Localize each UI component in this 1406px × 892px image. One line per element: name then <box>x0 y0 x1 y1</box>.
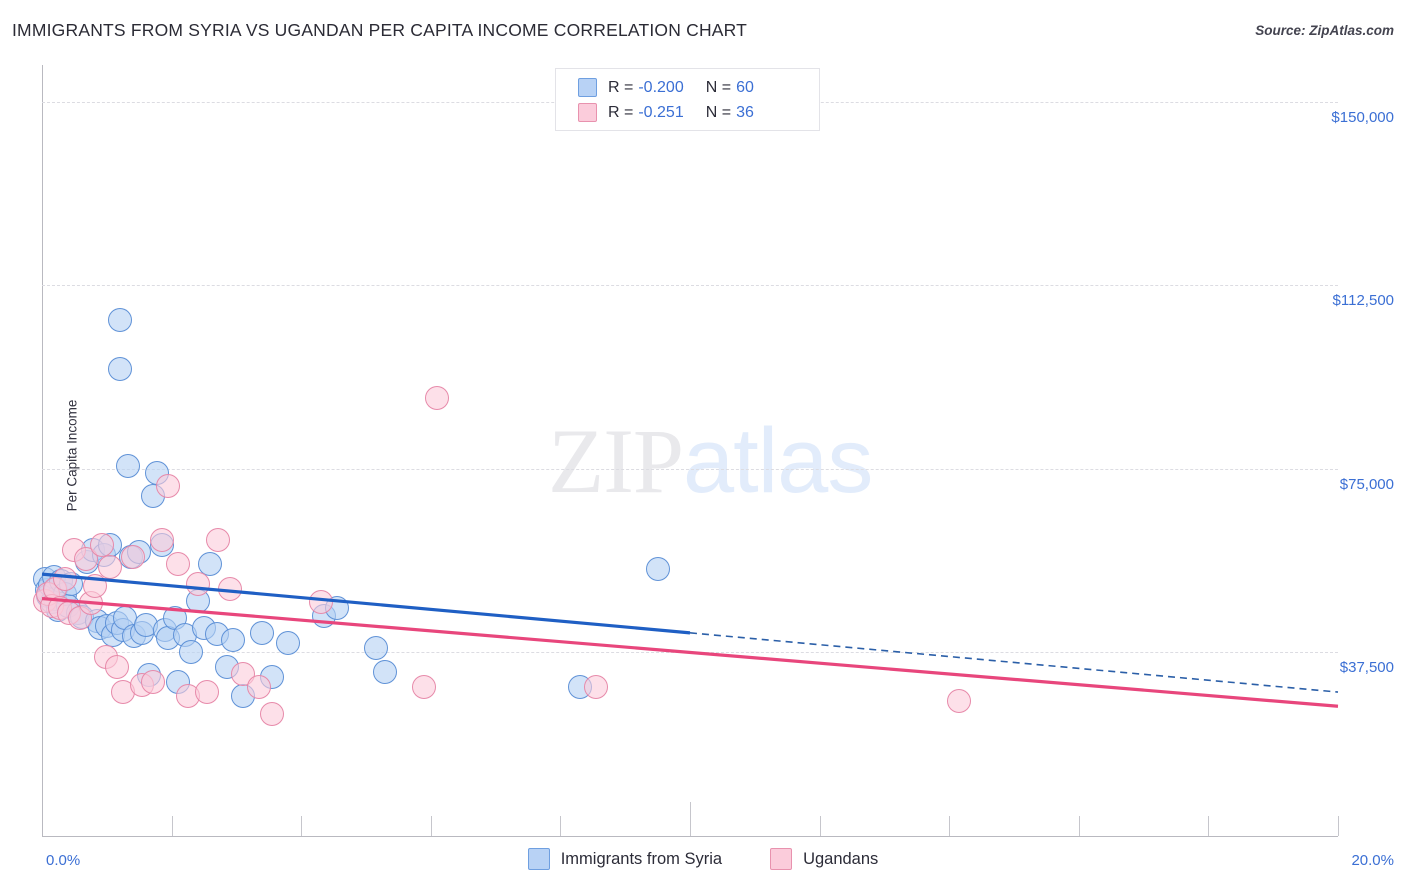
y-axis-line <box>42 65 43 837</box>
x-axis-tick <box>1078 816 1080 836</box>
data-point-ugandans[interactable] <box>260 701 285 726</box>
data-point-ugandans[interactable] <box>217 576 242 601</box>
x-axis-tick <box>949 816 951 836</box>
page-title: IMMIGRANTS FROM SYRIA VS UGANDAN PER CAP… <box>12 20 748 40</box>
data-point-ugandans[interactable] <box>104 655 129 680</box>
data-point-immigrants-from-syria[interactable] <box>373 660 398 684</box>
data-point-immigrants-from-syria[interactable] <box>107 307 132 332</box>
data-point-ugandans[interactable] <box>156 473 181 498</box>
data-point-immigrants-from-syria[interactable] <box>363 635 388 660</box>
x-axis-tick <box>819 816 821 836</box>
data-point-ugandans[interactable] <box>83 574 108 599</box>
legend-label-immigrants-from-syria: Immigrants from Syria <box>560 849 723 868</box>
data-point-ugandans[interactable] <box>308 590 333 614</box>
data-point-ugandans[interactable] <box>141 669 166 694</box>
y-axis-tick-label: $37,500 <box>1339 659 1394 677</box>
data-point-ugandans[interactable] <box>425 385 450 410</box>
legend-swatch-pink-icon <box>770 848 793 870</box>
stats-row-pink: R = -0.251 N = 36 <box>556 100 819 125</box>
stats-n-label-pink: N = <box>705 103 732 121</box>
data-point-ugandans[interactable] <box>412 674 437 699</box>
data-point-ugandans[interactable] <box>247 674 272 699</box>
y-axis-tick-label: $150,000 <box>1331 108 1394 126</box>
x-axis-line <box>42 836 1338 837</box>
stats-n-value-pink: 36 <box>736 103 754 121</box>
x-axis-tick <box>430 816 432 836</box>
stats-r-label-pink: R = <box>608 103 634 121</box>
data-point-ugandans[interactable] <box>206 527 231 552</box>
x-axis-tick <box>1208 816 1210 836</box>
plot-area <box>33 65 1337 835</box>
data-point-immigrants-from-syria[interactable] <box>645 557 670 582</box>
y-axis-tick-label: $75,000 <box>1339 475 1394 493</box>
legend-item-ugandans[interactable]: Ugandans <box>770 848 878 870</box>
data-point-immigrants-from-syria[interactable] <box>107 356 132 381</box>
data-point-ugandans[interactable] <box>185 571 210 596</box>
pink-swatch-icon <box>578 103 597 122</box>
data-point-ugandans[interactable] <box>74 547 99 572</box>
blue-swatch-icon <box>578 78 597 97</box>
stats-legend: R = -0.200 N = 60 R = -0.251 N = 36 <box>555 68 820 131</box>
source-label: Source: ZipAtlas.com <box>1255 23 1394 38</box>
data-point-ugandans[interactable] <box>166 552 191 577</box>
x-axis-tick <box>1338 816 1339 836</box>
data-point-ugandans[interactable] <box>149 527 174 552</box>
data-point-ugandans[interactable] <box>946 689 971 714</box>
x-axis-max-label: 20.0% <box>1351 852 1394 869</box>
gridline <box>42 285 1338 287</box>
data-point-ugandans[interactable] <box>98 554 123 579</box>
series-legend: Immigrants from Syria Ugandans <box>0 848 1406 870</box>
data-point-ugandans[interactable] <box>584 674 609 699</box>
stats-r-value-pink: -0.251 <box>638 103 684 121</box>
stats-row-blue: R = -0.200 N = 60 <box>556 75 819 100</box>
stats-n-value-blue: 60 <box>736 78 754 96</box>
data-point-immigrants-from-syria[interactable] <box>276 630 301 655</box>
stats-r-label-blue: R = <box>608 78 634 96</box>
chart-header: IMMIGRANTS FROM SYRIA VS UGANDAN PER CAP… <box>0 0 1406 55</box>
data-point-ugandans[interactable] <box>195 679 220 704</box>
stats-r-value-blue: -0.200 <box>638 78 684 96</box>
legend-swatch-blue-icon <box>527 848 550 870</box>
data-point-ugandans[interactable] <box>89 532 114 557</box>
x-axis-tick <box>301 816 303 836</box>
x-axis-min-label: 0.0% <box>46 852 81 869</box>
stats-n-label-blue: N = <box>705 78 732 96</box>
gridline <box>42 468 1338 470</box>
data-point-immigrants-from-syria[interactable] <box>250 620 275 645</box>
data-point-ugandans[interactable] <box>120 544 145 569</box>
x-axis-tick <box>171 816 173 836</box>
legend-item-immigrants-from-syria[interactable]: Immigrants from Syria <box>527 848 723 870</box>
data-point-immigrants-from-syria[interactable] <box>179 640 204 665</box>
data-point-ugandans[interactable] <box>52 567 77 591</box>
x-axis-tick <box>560 816 562 836</box>
y-axis-tick-label: $112,500 <box>1332 292 1394 310</box>
x-axis-tick <box>690 802 691 836</box>
legend-label-ugandans: Ugandans <box>803 849 879 868</box>
data-point-immigrants-from-syria[interactable] <box>221 628 246 653</box>
data-point-immigrants-from-syria[interactable] <box>115 454 140 479</box>
